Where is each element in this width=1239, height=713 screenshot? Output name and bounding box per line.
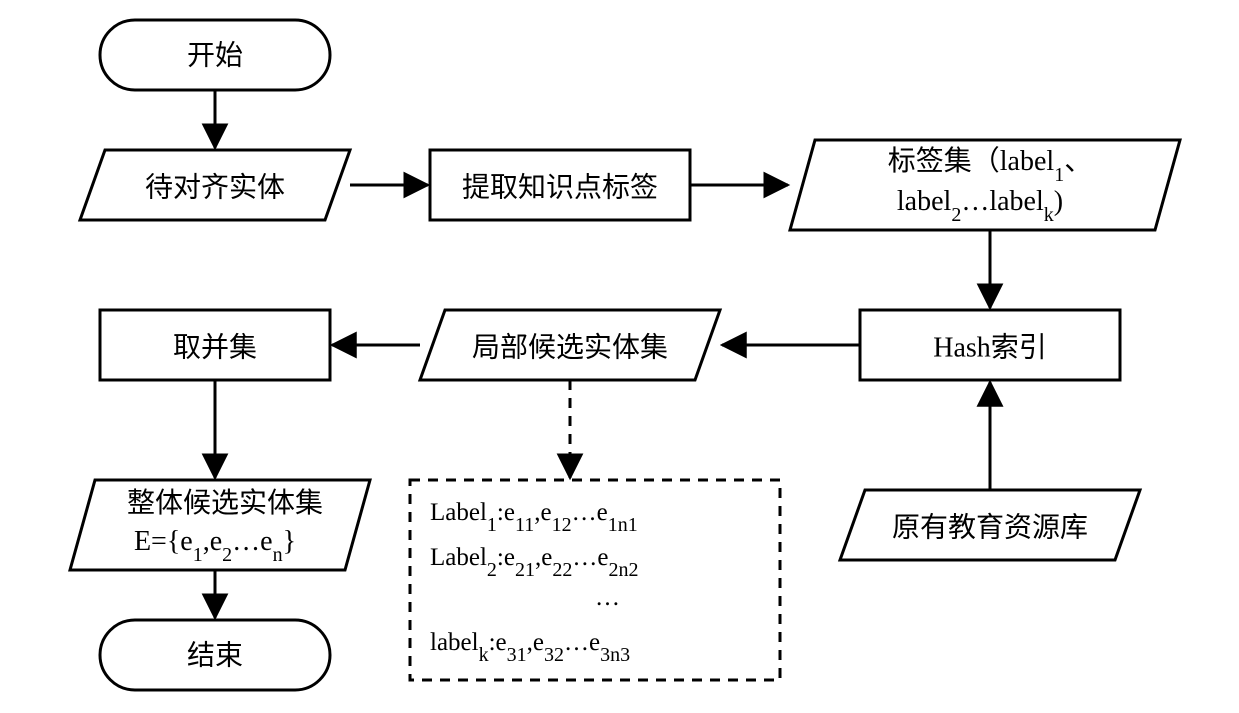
label-detail-line3: …	[595, 584, 620, 611]
node-start: 开始	[100, 20, 330, 90]
node-edu-resource: 原有教育资源库	[840, 490, 1140, 560]
node-align-entity: 待对齐实体	[80, 150, 350, 220]
end-label: 结束	[187, 639, 243, 671]
node-extract-labels: 提取知识点标签	[430, 150, 690, 220]
whole-candidates-line1: 整体候选实体集	[127, 487, 323, 519]
node-union: 取并集	[100, 310, 330, 380]
local-candidates-label: 局部候选实体集	[472, 331, 668, 363]
edu-resource-label: 原有教育资源库	[892, 511, 1088, 543]
hash-index-label: Hash索引	[933, 331, 1047, 363]
label-detail-line4: labelk:e31,e32…e3n3	[430, 629, 630, 666]
node-hash-index: Hash索引	[860, 310, 1120, 380]
label-set-line2: label2…labelk)	[897, 186, 1063, 226]
whole-candidates-line2: E={e1,e2…en}	[134, 526, 296, 566]
node-end: 结束	[100, 620, 330, 690]
label-detail-line2: Label2:e21,e22…e2n2	[430, 544, 638, 581]
node-label-set: 标签集（label1、 label2…labelk)	[790, 140, 1180, 230]
start-label: 开始	[187, 39, 243, 71]
node-whole-candidates: 整体候选实体集 E={e1,e2…en}	[70, 480, 370, 570]
align-entity-label: 待对齐实体	[145, 171, 285, 203]
label-detail-line1: Label1:e11,e12…e1n1	[430, 499, 638, 536]
extract-labels-label: 提取知识点标签	[462, 171, 658, 203]
label-set-line1: 标签集（label1、	[888, 145, 1092, 186]
union-label: 取并集	[173, 331, 257, 363]
node-label-detail-box: Label1:e11,e12…e1n1 Label2:e21,e22…e2n2 …	[410, 480, 780, 680]
node-local-candidates: 局部候选实体集	[420, 310, 720, 380]
flowchart-canvas: 开始 待对齐实体 提取知识点标签 标签集（label1、 label2…labe…	[0, 0, 1239, 713]
